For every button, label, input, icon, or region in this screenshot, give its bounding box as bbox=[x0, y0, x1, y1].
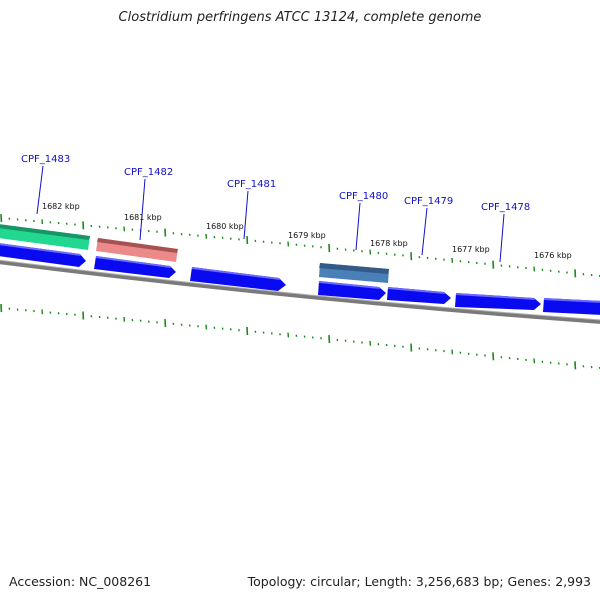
gene-label-leaders bbox=[36, 165, 505, 263]
feature-steelblue[interactable] bbox=[319, 263, 389, 283]
kbp-label: 1678 kbp bbox=[370, 239, 408, 248]
gene-label-cpf-1479[interactable]: CPF_1479 bbox=[404, 196, 453, 207]
kbp-label: 1681 kbp bbox=[124, 213, 162, 222]
cds-arrow-6[interactable] bbox=[455, 293, 541, 310]
gene-label-cpf-1483[interactable]: CPF_1483 bbox=[21, 154, 70, 165]
outer-tick-row bbox=[0, 214, 600, 278]
cds-arrow-2[interactable] bbox=[94, 256, 176, 278]
genome-backbone bbox=[0, 260, 600, 324]
cds-arrow-4[interactable] bbox=[318, 281, 386, 300]
kbp-labels: 1682 kbp 1681 kbp 1680 kbp 1679 kbp 1678… bbox=[42, 202, 572, 260]
gene-label-cpf-1482[interactable]: CPF_1482 bbox=[124, 167, 173, 178]
gene-label-cpf-1481[interactable]: CPF_1481 bbox=[227, 179, 276, 190]
cds-arrow-7[interactable] bbox=[543, 298, 600, 315]
feature-red[interactable] bbox=[96, 238, 178, 262]
kbp-label: 1682 kbp bbox=[42, 202, 80, 211]
kbp-label: 1676 kbp bbox=[534, 251, 572, 260]
cds-arrow-5[interactable] bbox=[387, 287, 451, 304]
accession-footer: Accession: NC_008261 bbox=[9, 574, 152, 589]
gene-labels: CPF_1483 CPF_1482 CPF_1481 CPF_1480 CPF_… bbox=[21, 154, 530, 213]
gene-label-cpf-1480[interactable]: CPF_1480 bbox=[339, 191, 388, 202]
feature-green[interactable] bbox=[0, 224, 90, 250]
cds-arrow-1[interactable] bbox=[0, 243, 86, 267]
map-title: Clostridium perfringens ATCC 13124, comp… bbox=[118, 10, 482, 25]
cds-arrow-3[interactable] bbox=[190, 267, 286, 291]
kbp-label: 1680 kbp bbox=[206, 222, 244, 231]
kbp-label: 1679 kbp bbox=[288, 231, 326, 240]
kbp-label: 1677 kbp bbox=[452, 245, 490, 254]
gene-label-cpf-1478[interactable]: CPF_1478 bbox=[481, 202, 530, 213]
topology-footer: Topology: circular; Length: 3,256,683 bp… bbox=[247, 574, 591, 589]
inner-tick-row bbox=[0, 304, 600, 370]
